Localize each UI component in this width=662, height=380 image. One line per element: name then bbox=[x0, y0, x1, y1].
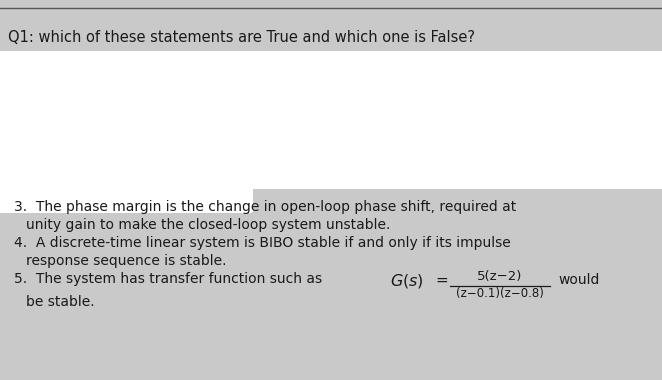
Text: 5(z−2): 5(z−2) bbox=[477, 270, 523, 283]
Text: be stable.: be stable. bbox=[26, 295, 95, 309]
FancyBboxPatch shape bbox=[0, 51, 662, 189]
Text: Q1: which of these statements are True and which one is False?: Q1: which of these statements are True a… bbox=[8, 30, 475, 45]
Text: $G(s)$: $G(s)$ bbox=[390, 272, 424, 290]
Text: would: would bbox=[558, 273, 599, 287]
Text: (z−0.1)(z−0.8): (z−0.1)(z−0.8) bbox=[456, 287, 544, 300]
Text: 3.  The phase margin is the change in open-loop phase shift, required at: 3. The phase margin is the change in ope… bbox=[14, 200, 516, 214]
Text: response sequence is stable.: response sequence is stable. bbox=[26, 254, 226, 268]
Text: =: = bbox=[435, 273, 448, 288]
FancyBboxPatch shape bbox=[0, 182, 253, 213]
Text: 4.  A discrete-time linear system is BIBO stable if and only if its impulse: 4. A discrete-time linear system is BIBO… bbox=[14, 236, 511, 250]
Text: unity gain to make the closed-loop system unstable.: unity gain to make the closed-loop syste… bbox=[26, 218, 391, 232]
Text: 5.  The system has transfer function such as: 5. The system has transfer function such… bbox=[14, 272, 322, 286]
